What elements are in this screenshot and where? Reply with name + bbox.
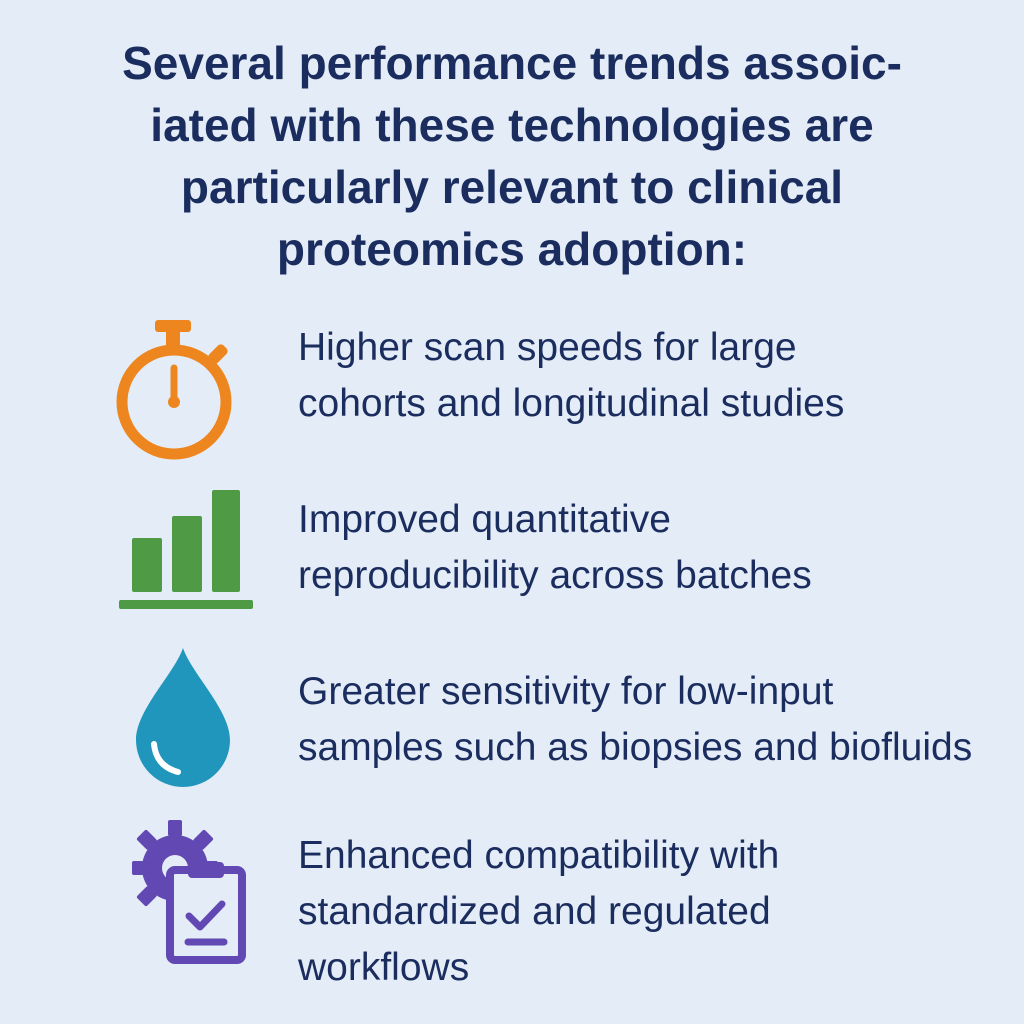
- item-text-line: workflows: [298, 946, 470, 989]
- item-text: Greater sensitivity for low-input sample…: [298, 664, 972, 776]
- list-item-reproducibility: Improved quantitative reproducibility ac…: [0, 486, 1024, 616]
- list-item-sensitivity: Greater sensitivity for low-input sample…: [0, 644, 1024, 794]
- title-line: iated with these technologies are: [150, 99, 874, 151]
- item-text-line: Greater sensitivity for low-input: [298, 670, 834, 713]
- water-drop-icon: [128, 644, 238, 794]
- list-item-scan-speed: Higher scan speeds for large cohorts and…: [0, 316, 1024, 466]
- item-text-line: samples such as biopsies and biofluids: [298, 726, 973, 769]
- bar-chart-icon: [116, 486, 256, 616]
- item-text: Higher scan speeds for large cohorts and…: [298, 320, 844, 432]
- title-line: proteomics adoption:: [276, 223, 748, 275]
- item-text: Improved quantitative reproducibility ac…: [298, 492, 812, 604]
- gear-clipboard-icon: [130, 818, 260, 968]
- item-text: Enhanced compatibility with standardized…: [298, 828, 779, 996]
- list-item-workflows: Enhanced compatibility with standardized…: [0, 818, 1024, 989]
- item-text-line: Improved quantitative: [298, 498, 671, 541]
- item-text-line: Enhanced compatibility with: [298, 834, 780, 877]
- item-text-line: reproducibility across batches: [298, 554, 812, 597]
- item-text-line: Higher scan speeds for large: [298, 326, 797, 369]
- stopwatch-icon: [108, 316, 248, 466]
- title-line: Several performance trends assoic-: [122, 37, 902, 89]
- title-line: particularly relevant to clinical: [180, 161, 844, 213]
- item-text-line: standardized and regulated: [298, 890, 771, 933]
- page-title: Several performance trends assoic- iated…: [0, 32, 1024, 280]
- item-text-line: cohorts and longitudinal studies: [298, 382, 845, 425]
